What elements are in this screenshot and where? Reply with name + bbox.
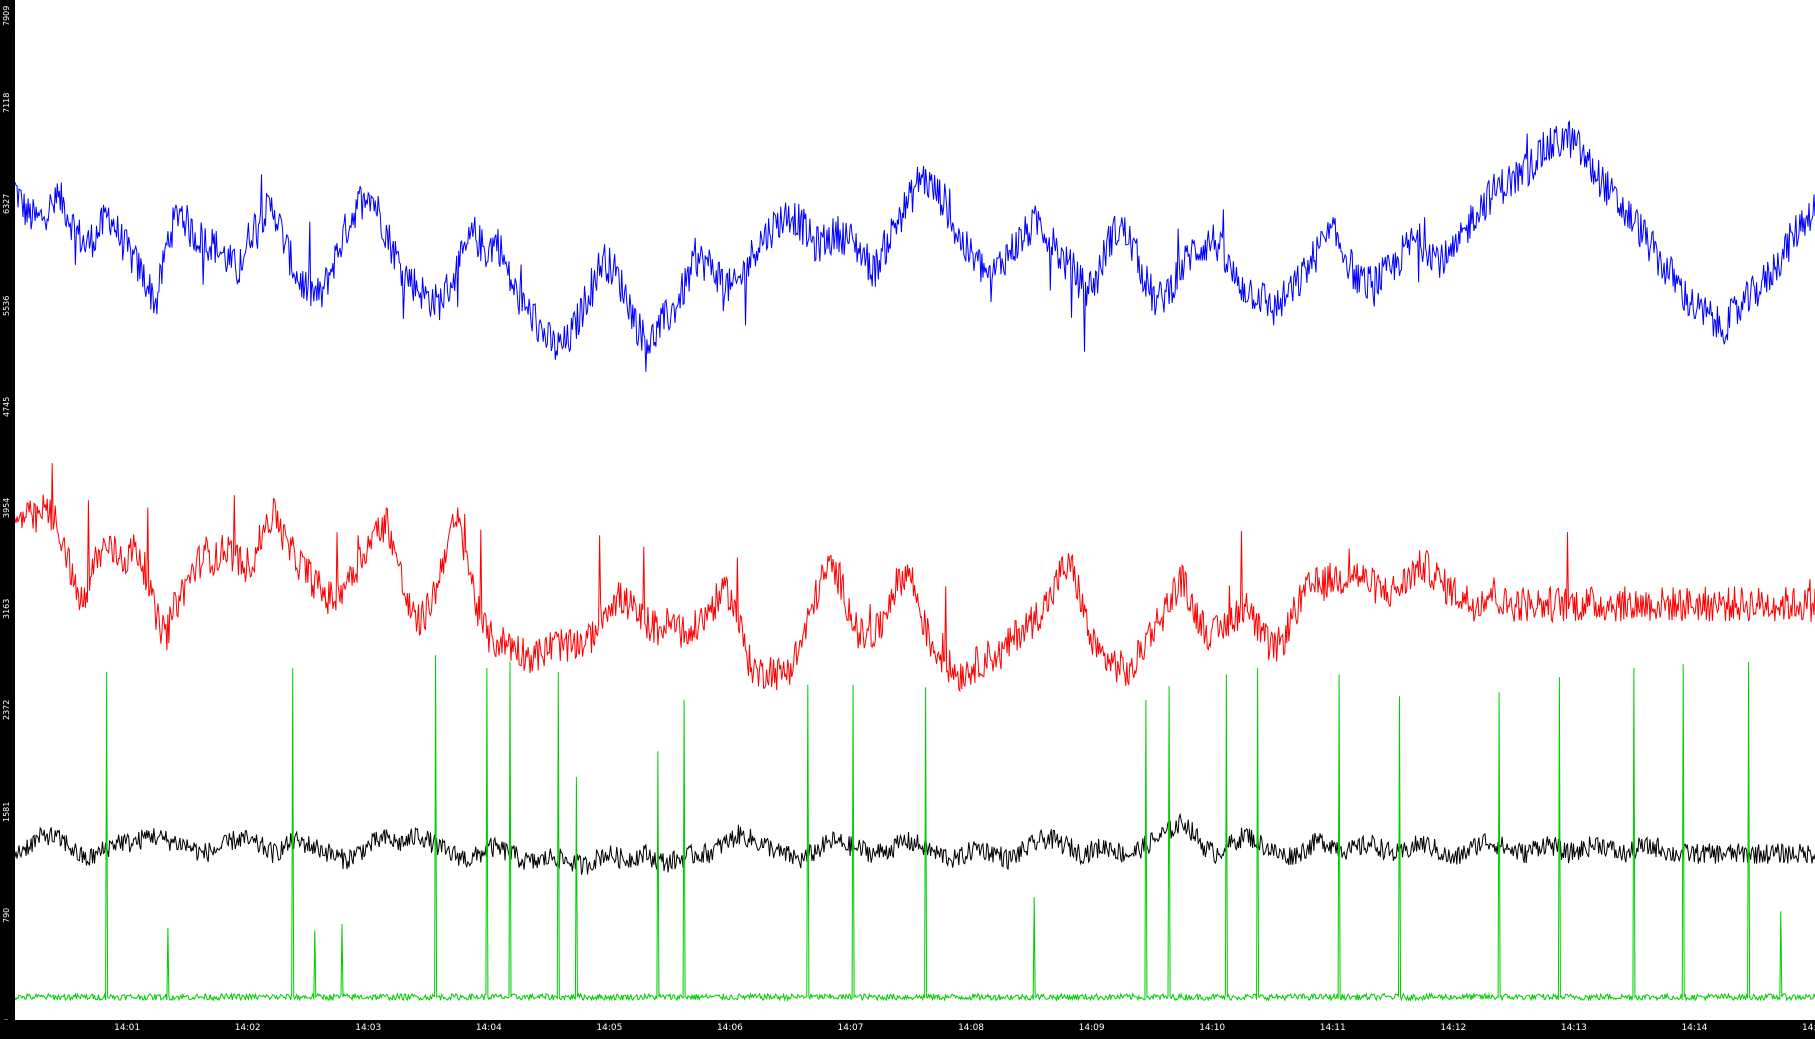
y-tick-label: 3954 (2, 497, 11, 519)
x-tick-label: 14:03 (355, 1023, 382, 1033)
y-tick-label: 3163 (2, 598, 11, 620)
x-tick-label: 14:08 (958, 1023, 985, 1033)
line-chart-svg (14, 120, 1815, 1003)
x-tick-label: 14:10 (1199, 1023, 1226, 1033)
series-line (14, 812, 1815, 875)
y-tick-label: 2372 (2, 700, 11, 721)
x-tick-label: 14:02 (234, 1023, 261, 1033)
x-tick-label: 14:04 (475, 1023, 502, 1033)
x-tick-label: 14:15 (1802, 1023, 1815, 1033)
y-tick-label: 790 (2, 907, 11, 923)
series-line (14, 463, 1815, 693)
plot-area (14, 0, 1815, 1020)
y-tick-label: 5536 (2, 295, 11, 316)
x-tick-label: 14:06 (716, 1023, 743, 1033)
x-tick-label: 14:01 (114, 1023, 141, 1033)
x-tick-label: 14:14 (1681, 1023, 1708, 1033)
x-tick-label: 14:11 (1319, 1023, 1346, 1033)
y-tick-label: 4745 (2, 396, 11, 417)
x-tick-label: 14:12 (1440, 1023, 1467, 1033)
x-tick-label: 14:13 (1560, 1023, 1587, 1033)
y-tick-label: 1581 (2, 801, 11, 822)
y-tick-label: 6327 (2, 194, 11, 215)
y-axis: 0790158123723163395447455536632771187909 (0, 0, 15, 1024)
y-tick-label: 7909 (2, 5, 11, 26)
x-axis: 14:01 14:02 14:03 14:04 14:05 14:06 14:07 14:08… (0, 1020, 1815, 1039)
x-tick-label: 14:05 (596, 1023, 623, 1033)
x-tick-label: 14:07 (837, 1023, 864, 1033)
series-line (14, 120, 1815, 372)
x-tick-label: 14:09 (1078, 1023, 1105, 1033)
y-tick-label: 7118 (2, 92, 11, 114)
series-line (14, 655, 1815, 1003)
